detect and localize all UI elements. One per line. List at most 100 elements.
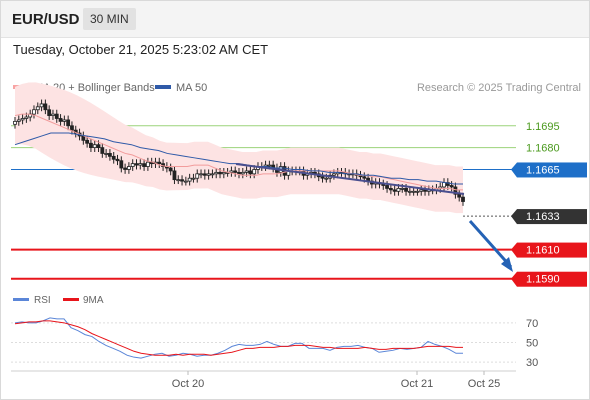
candle-body bbox=[415, 190, 420, 193]
level-tag-pointer-1.1633 bbox=[511, 209, 517, 225]
datetime-label: Tuesday, October 21, 2025 5:23:02 AM CET bbox=[13, 42, 269, 57]
candle-body bbox=[218, 171, 222, 175]
candle-body bbox=[362, 176, 367, 179]
bollinger-band-area bbox=[15, 82, 463, 214]
symbol-label: EUR/USD bbox=[12, 11, 80, 28]
candle-body bbox=[252, 169, 257, 175]
x-tick-label: Oct 25 bbox=[468, 378, 500, 390]
rsi-tick-label: 50 bbox=[526, 337, 538, 349]
candle-body bbox=[138, 163, 143, 166]
candle-body bbox=[43, 103, 48, 111]
rsi-panel: RSI 9MA 70 50 30 bbox=[11, 295, 538, 369]
candle-body bbox=[419, 189, 424, 192]
candle-body bbox=[92, 144, 97, 149]
candle-body bbox=[206, 173, 211, 176]
candle-body bbox=[24, 116, 29, 119]
chart-header: EUR/USD 30 MIN bbox=[1, 1, 589, 38]
candle-body bbox=[168, 167, 173, 172]
candle-body bbox=[385, 185, 389, 189]
candle-body bbox=[423, 189, 427, 192]
candle-body bbox=[214, 171, 219, 175]
candle-body bbox=[332, 173, 336, 176]
level-tags: 1.1695 1.1680 1.1665 1.1633 1.1610 1.1590 bbox=[511, 121, 587, 287]
candle-body bbox=[400, 188, 405, 190]
candle-body bbox=[119, 160, 124, 169]
candle-body bbox=[54, 113, 59, 119]
candle-body bbox=[449, 185, 454, 188]
candle-body bbox=[187, 177, 192, 182]
rsi-tick-label: 30 bbox=[526, 357, 538, 369]
candle-body bbox=[195, 173, 200, 179]
level-tag-bg-1.1590 bbox=[517, 271, 587, 287]
candle-body bbox=[191, 177, 196, 180]
x-tick-label: Oct 21 bbox=[401, 378, 433, 390]
level-tag-label-1.1610: 1.1610 bbox=[526, 245, 560, 257]
candle-body bbox=[180, 179, 184, 182]
candle-body bbox=[35, 106, 40, 111]
candle-body bbox=[142, 163, 146, 167]
candle-body bbox=[404, 188, 408, 192]
candle-body bbox=[457, 193, 462, 198]
timeframe-button[interactable]: 30 MIN bbox=[83, 8, 136, 30]
rsi-ma-line bbox=[14, 320, 463, 356]
candle-body bbox=[85, 139, 90, 144]
candle-body bbox=[62, 119, 67, 122]
candle-body bbox=[324, 177, 329, 180]
candle-body bbox=[183, 180, 188, 183]
level-tag-label-1.1633: 1.1633 bbox=[526, 211, 560, 223]
candle-body bbox=[172, 170, 177, 181]
candle-body bbox=[199, 173, 203, 176]
candle-body bbox=[96, 144, 101, 149]
candle-body bbox=[157, 161, 162, 165]
ma50-legend-swatch bbox=[155, 85, 171, 89]
level-tag-pointer-1.1590 bbox=[511, 271, 517, 287]
candle-body bbox=[244, 170, 249, 173]
candle-body bbox=[134, 163, 139, 166]
rsi-ma-legend-label: 9MA bbox=[83, 295, 104, 306]
candle-body bbox=[123, 167, 128, 170]
candle-body bbox=[100, 147, 105, 154]
level-tag-bg-1.1633 bbox=[517, 209, 587, 225]
forecast-arrow-head bbox=[501, 257, 513, 272]
annotations bbox=[235, 163, 513, 272]
candle-body bbox=[210, 173, 215, 176]
candle-body bbox=[111, 155, 116, 160]
level-tag-label-1.1665: 1.1665 bbox=[526, 164, 560, 176]
level-tag-pointer-1.1665 bbox=[511, 162, 517, 178]
candle-body bbox=[229, 170, 234, 173]
candle-body bbox=[47, 109, 52, 116]
candle-body bbox=[442, 182, 446, 188]
candle-body bbox=[237, 171, 241, 175]
candle-body bbox=[233, 170, 238, 173]
candle-body bbox=[248, 170, 253, 175]
rsi-line bbox=[14, 317, 463, 359]
candle-body bbox=[89, 142, 93, 149]
candle-body bbox=[130, 163, 135, 167]
candle-body bbox=[392, 189, 397, 192]
candle-body bbox=[176, 179, 181, 182]
ma20-line bbox=[14, 113, 463, 191]
level-tag-label-1.1695: 1.1695 bbox=[526, 121, 560, 133]
candle-body bbox=[66, 119, 71, 127]
candle-body bbox=[145, 161, 150, 167]
candle-body bbox=[221, 171, 226, 175]
candle-body bbox=[396, 188, 401, 192]
level-tag-label-1.1590: 1.1590 bbox=[526, 274, 560, 286]
level-tag-pointer-1.1610 bbox=[511, 242, 517, 258]
candle-body bbox=[39, 103, 44, 108]
forecast-arrow bbox=[468, 220, 513, 268]
candle-body bbox=[240, 171, 245, 175]
copyright-text: Research © 2025 Trading Central bbox=[417, 82, 581, 94]
rsi-legend-label: RSI bbox=[34, 295, 51, 306]
x-tick-label: Oct 20 bbox=[172, 378, 204, 390]
candle-body bbox=[16, 119, 21, 122]
candle-body bbox=[411, 190, 416, 193]
candle-body bbox=[461, 196, 465, 202]
candle-body bbox=[126, 166, 131, 170]
candle-body bbox=[453, 186, 458, 195]
candle-body bbox=[407, 190, 412, 193]
candle-body bbox=[115, 158, 120, 162]
rsi-tick-label: 70 bbox=[526, 318, 538, 330]
